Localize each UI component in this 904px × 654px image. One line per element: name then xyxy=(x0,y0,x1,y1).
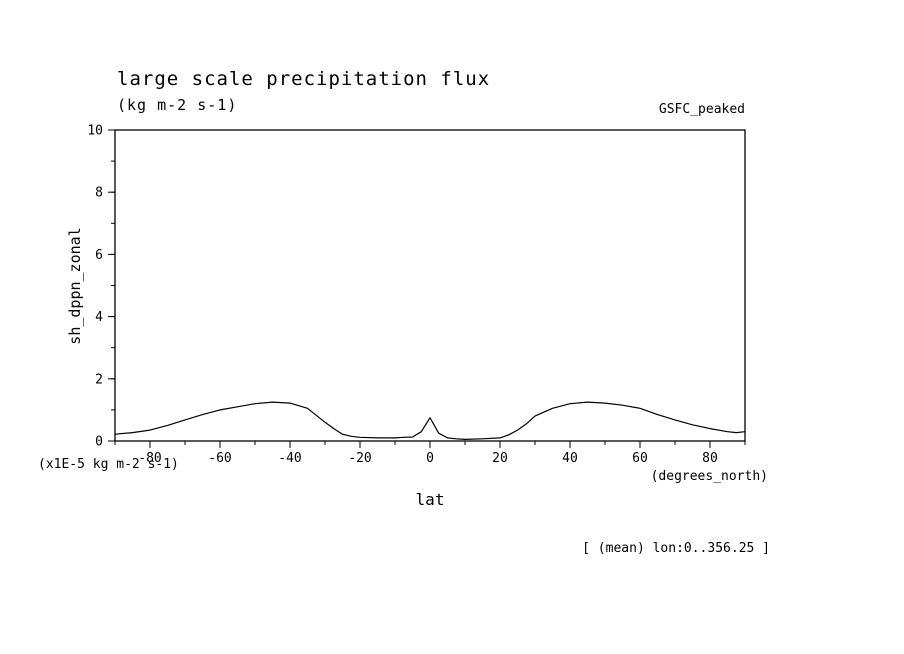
y-axis-unit-note: (x1E-5 kg m-2 s-1) xyxy=(38,457,179,472)
x-tick-label: 40 xyxy=(562,451,578,466)
x-tick-label: 20 xyxy=(492,451,508,466)
x-tick-label: 0 xyxy=(426,451,434,466)
y-tick-label: 10 xyxy=(87,124,103,139)
data-line-sh_dppn_zonal xyxy=(114,401,746,440)
chart-units-subtitle: (kg m-2 s-1) xyxy=(117,96,238,114)
plot-box xyxy=(114,129,746,442)
y-tick-label: 4 xyxy=(95,310,103,325)
y-tick-label: 2 xyxy=(95,372,103,387)
y-tick-label: 8 xyxy=(95,186,103,201)
x-axis-unit-note: (degrees_north) xyxy=(650,469,768,484)
x-axis-label: lat xyxy=(415,490,445,509)
x-tick-label: -60 xyxy=(208,451,231,466)
chart-title: large scale precipitation flux xyxy=(117,68,491,90)
x-tick-label: 60 xyxy=(632,451,648,466)
x-tick-label: -40 xyxy=(278,451,301,466)
y-tick-label: 6 xyxy=(95,248,103,263)
x-tick-label: 80 xyxy=(702,451,718,466)
x-tick-label: -80 xyxy=(138,451,161,466)
dataset-label: GSFC_peaked xyxy=(658,102,745,117)
y-tick-label: 0 xyxy=(95,435,103,450)
mean-lon-annotation: [ (mean) lon:0..356.25 ] xyxy=(582,541,770,556)
x-tick-label: -20 xyxy=(348,451,371,466)
